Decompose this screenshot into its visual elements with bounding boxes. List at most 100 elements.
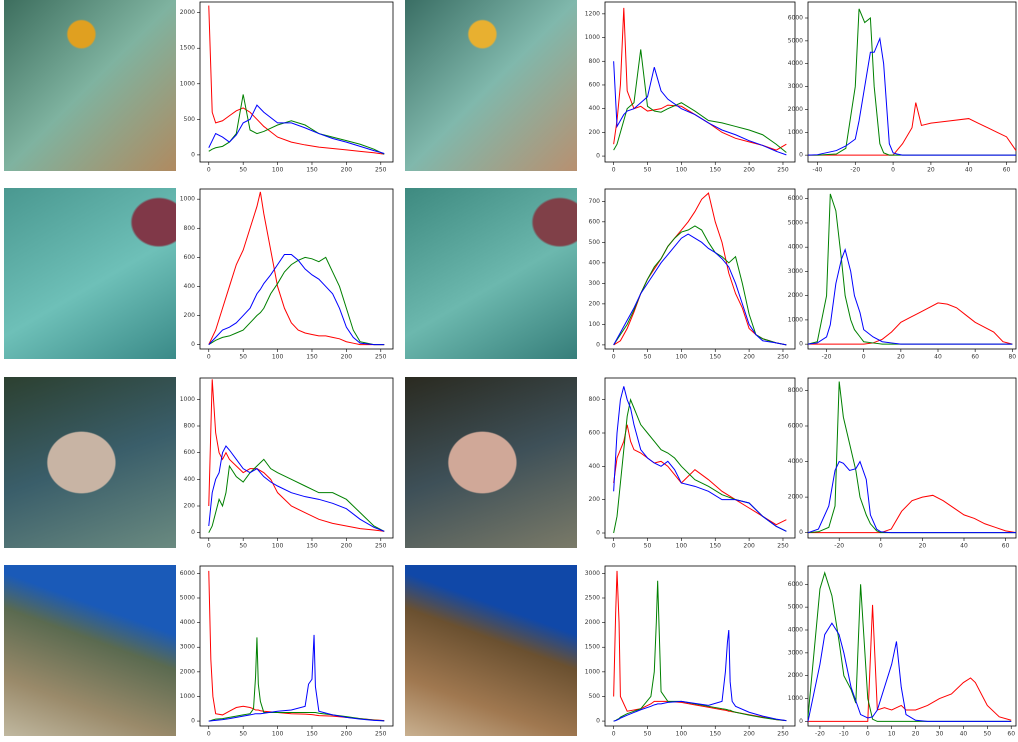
y-tick-label: 800	[589, 58, 601, 65]
y-tick-label: 5000	[788, 604, 803, 611]
y-tick-label: 1000	[788, 129, 803, 136]
x-tick-label: 200	[341, 354, 353, 361]
x-tick-label: 20	[919, 543, 927, 550]
y-tick-label: 4000	[788, 60, 803, 67]
y-tick-label: 1500	[585, 644, 600, 651]
x-tick-label: 100	[676, 354, 688, 361]
y-tick-label: 600	[184, 449, 196, 456]
axes-frame	[200, 566, 393, 726]
y-tick-label: 400	[184, 476, 196, 483]
axes-frame	[808, 566, 1016, 726]
y-tick-label: 1000	[788, 316, 803, 323]
y-tick-label: 6000	[788, 423, 803, 430]
x-tick-label: 50	[239, 354, 247, 361]
x-tick-label: 60	[1003, 167, 1011, 174]
y-tick-label: 600	[589, 430, 601, 437]
y-tick-label: 2000	[788, 672, 803, 679]
y-tick-label: 1000	[180, 196, 195, 203]
y-tick-label: 0	[191, 718, 195, 725]
x-tick-label: 250	[375, 731, 387, 738]
x-tick-label: 10	[888, 731, 896, 738]
y-tick-label: 3000	[788, 649, 803, 656]
x-tick-label: 100	[272, 731, 284, 738]
y-tick-label: 400	[589, 463, 601, 470]
y-tick-label: 0	[799, 341, 803, 348]
x-tick-label: 30	[936, 731, 944, 738]
y-tick-label: 0	[799, 152, 803, 159]
y-tick-label: 1000	[180, 693, 195, 700]
x-tick-label: 250	[375, 167, 387, 174]
axes-frame	[200, 189, 393, 349]
y-tick-label: 600	[589, 218, 601, 225]
x-tick-label: 20	[897, 354, 905, 361]
y-tick-label: 200	[184, 503, 196, 510]
y-tick-label: 0	[596, 153, 600, 160]
x-tick-label: 150	[306, 731, 318, 738]
y-tick-label: 700	[589, 198, 601, 205]
x-tick-label: 20	[927, 167, 935, 174]
y-tick-label: 2000	[788, 292, 803, 299]
x-tick-label: 40	[934, 354, 942, 361]
y-tick-label: 400	[184, 283, 196, 290]
y-tick-label: 300	[589, 280, 601, 287]
y-tick-label: 1500	[180, 45, 195, 52]
y-tick-label: 5000	[788, 219, 803, 226]
x-tick-label: 100	[272, 543, 284, 550]
y-tick-label: 400	[589, 259, 601, 266]
histograms: 0501001502002500500100015002000050100150…	[0, 0, 1018, 742]
y-tick-label: 0	[799, 718, 803, 725]
x-tick-label: 0	[862, 354, 866, 361]
x-tick-label: 100	[676, 167, 688, 174]
x-tick-label: 150	[306, 354, 318, 361]
y-tick-label: 5000	[788, 37, 803, 44]
x-tick-label: 50	[644, 731, 652, 738]
x-tick-label: -40	[813, 167, 823, 174]
x-tick-label: -10	[839, 731, 849, 738]
x-tick-label: 100	[272, 167, 284, 174]
y-tick-label: 200	[184, 312, 196, 319]
y-tick-label: 800	[184, 225, 196, 232]
x-tick-label: 0	[612, 167, 616, 174]
y-tick-label: 500	[184, 116, 196, 123]
y-tick-label: 1000	[585, 668, 600, 675]
y-tick-label: 6000	[788, 15, 803, 22]
y-tick-label: 1000	[180, 80, 195, 87]
y-tick-label: 600	[184, 254, 196, 261]
y-tick-label: 6000	[788, 195, 803, 202]
axes-frame	[605, 566, 795, 726]
x-tick-label: 150	[306, 543, 318, 550]
x-tick-label: -20	[822, 354, 832, 361]
x-tick-label: 150	[710, 731, 722, 738]
x-tick-label: 0	[612, 543, 616, 550]
x-tick-label: 250	[777, 167, 789, 174]
y-tick-label: 500	[589, 693, 601, 700]
x-tick-label: 200	[743, 354, 755, 361]
x-tick-label: 100	[272, 354, 284, 361]
y-tick-label: 200	[589, 300, 601, 307]
y-tick-label: 4000	[180, 619, 195, 626]
y-tick-label: 200	[589, 496, 601, 503]
x-tick-label: 50	[983, 731, 991, 738]
x-tick-label: 250	[375, 354, 387, 361]
x-tick-label: 250	[777, 354, 789, 361]
x-tick-label: 200	[341, 731, 353, 738]
x-tick-label: 0	[612, 354, 616, 361]
y-tick-label: 600	[589, 81, 601, 88]
y-tick-label: 1000	[585, 34, 600, 41]
x-tick-label: 50	[239, 731, 247, 738]
axes-frame	[808, 2, 1016, 162]
y-tick-label: 8000	[788, 387, 803, 394]
x-tick-label: 50	[644, 354, 652, 361]
x-tick-label: 200	[341, 167, 353, 174]
x-tick-label: 0	[207, 167, 211, 174]
x-tick-label: 0	[879, 543, 883, 550]
y-tick-label: 2000	[788, 494, 803, 501]
x-tick-label: 0	[612, 731, 616, 738]
x-tick-label: 0	[891, 167, 895, 174]
y-tick-label: 4000	[788, 244, 803, 251]
x-tick-label: 20	[912, 731, 920, 738]
x-tick-label: 50	[239, 167, 247, 174]
y-tick-label: 1200	[585, 10, 600, 17]
y-tick-label: 400	[589, 105, 601, 112]
x-tick-label: 100	[676, 543, 688, 550]
